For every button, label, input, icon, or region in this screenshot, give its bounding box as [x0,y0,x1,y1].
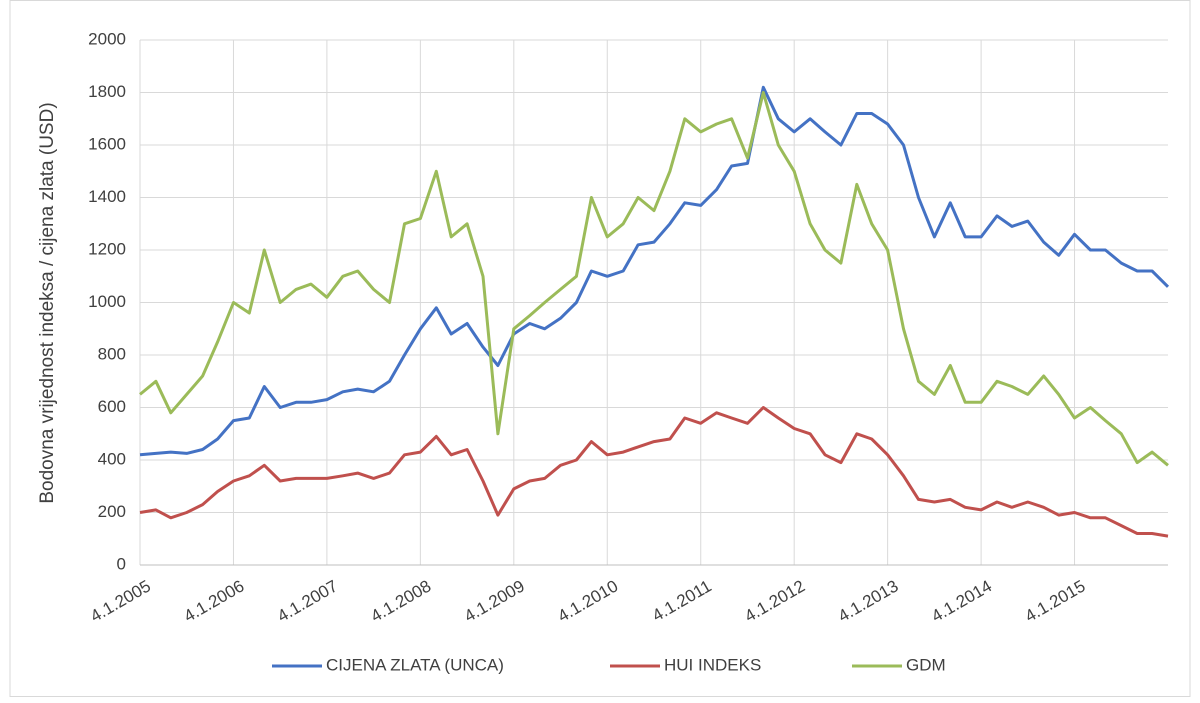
y-tick-label: 1000 [88,292,126,311]
y-tick-label: 800 [98,344,126,363]
chart-frame [9,0,1191,697]
legend-label: HUI INDEKS [664,655,761,674]
series-line [139,91,1169,467]
series-line [139,85,1170,457]
series-line [139,406,1169,538]
y-tick-label: 1600 [88,134,126,153]
legend-label: CIJENA ZLATA (UNCA) [326,655,504,674]
y-tick-label: 600 [98,397,126,416]
y-tick-label: 400 [98,449,126,468]
y-tick-label: 1200 [88,239,126,258]
y-tick-label: 200 [98,502,126,521]
y-tick-label: 1400 [88,187,126,206]
y-tick-label: 2000 [88,29,126,48]
y-axis-label: Bodovna vrijednost indeksa / cijena zlat… [37,102,58,503]
y-tick-label: 1800 [88,82,126,101]
y-tick-label: 0 [117,554,126,573]
legend-label: GDM [906,655,946,674]
